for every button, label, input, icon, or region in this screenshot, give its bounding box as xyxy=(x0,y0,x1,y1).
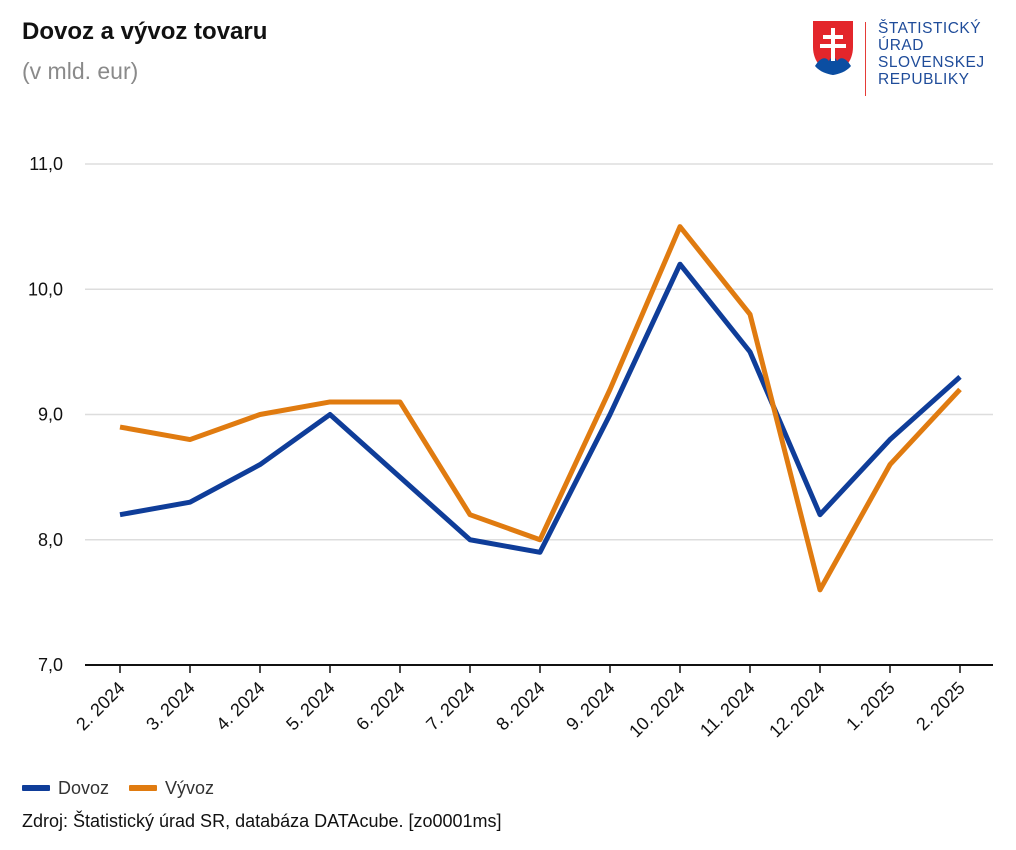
series-line-vyvoz xyxy=(119,224,962,593)
series-line-dovoz xyxy=(119,261,962,555)
chart-legend: Dovoz Vývoz xyxy=(22,776,234,800)
logo-line: ÚRAD xyxy=(878,37,924,54)
statistical-office-logo: ŠTATISTICKÝ ÚRAD SLOVENSKEJ REPUBLIKY xyxy=(812,20,1002,100)
y-tick-label: 9,0 xyxy=(38,405,63,425)
logo-text: ŠTATISTICKÝ ÚRAD SLOVENSKEJ REPUBLIKY xyxy=(878,20,1002,88)
logo-line: SLOVENSKEJ xyxy=(878,54,985,71)
x-tick-label: 2. 2024 xyxy=(72,678,129,735)
legend-item-dovoz: Dovoz xyxy=(22,778,109,799)
x-tick-label: 7. 2024 xyxy=(422,678,479,735)
line-chart: 11,0 10,0 9,0 8,0 7,0 2. 2024 3. 2024 4. 2024 5.… xyxy=(28,154,993,741)
x-tick-label: 5. 2024 xyxy=(282,678,339,735)
x-tick-label: 3. 2024 xyxy=(142,678,199,735)
x-tick-label: 2. 2025 xyxy=(912,678,969,735)
logo-line: ŠTATISTICKÝ xyxy=(878,20,982,37)
x-tick-label: 12. 2024 xyxy=(765,678,829,742)
legend-swatch-dovoz xyxy=(22,785,50,791)
x-tick-label: 8. 2024 xyxy=(492,678,549,735)
series-layer xyxy=(119,224,962,593)
legend-label-dovoz: Dovoz xyxy=(58,777,110,798)
legend-label-vyvoz: Vývoz xyxy=(165,777,215,798)
chart-subtitle: (v mld. eur) xyxy=(22,58,139,84)
x-tick-label: 11. 2024 xyxy=(696,678,759,741)
x-tick-label: 4. 2024 xyxy=(212,678,269,735)
source-note: Zdroj: Štatistický úrad SR, databáza DAT… xyxy=(22,811,502,831)
x-tick-label: 6. 2024 xyxy=(352,678,409,735)
axis-layer: 11,0 10,0 9,0 8,0 7,0 2. 2024 3. 2024 4. 2024 5.… xyxy=(28,154,993,741)
logo-line: REPUBLIKY xyxy=(878,71,970,88)
x-tick-label: 1. 2025 xyxy=(842,678,899,735)
x-tick-label: 10. 2024 xyxy=(625,678,689,742)
y-tick-label: 7,0 xyxy=(38,655,63,675)
chart-title: Dovoz a vývoz tovaru xyxy=(22,18,268,45)
y-tick-label: 8,0 xyxy=(38,530,63,550)
slovak-coat-of-arms-icon xyxy=(813,21,853,75)
y-tick-label: 10,0 xyxy=(28,279,63,299)
logo-divider xyxy=(865,22,866,96)
legend-item-vyvoz: Vývoz xyxy=(129,778,214,799)
legend-swatch-vyvoz xyxy=(129,785,158,791)
x-tick-label: 9. 2024 xyxy=(562,678,619,735)
y-tick-label: 11,0 xyxy=(29,154,63,174)
